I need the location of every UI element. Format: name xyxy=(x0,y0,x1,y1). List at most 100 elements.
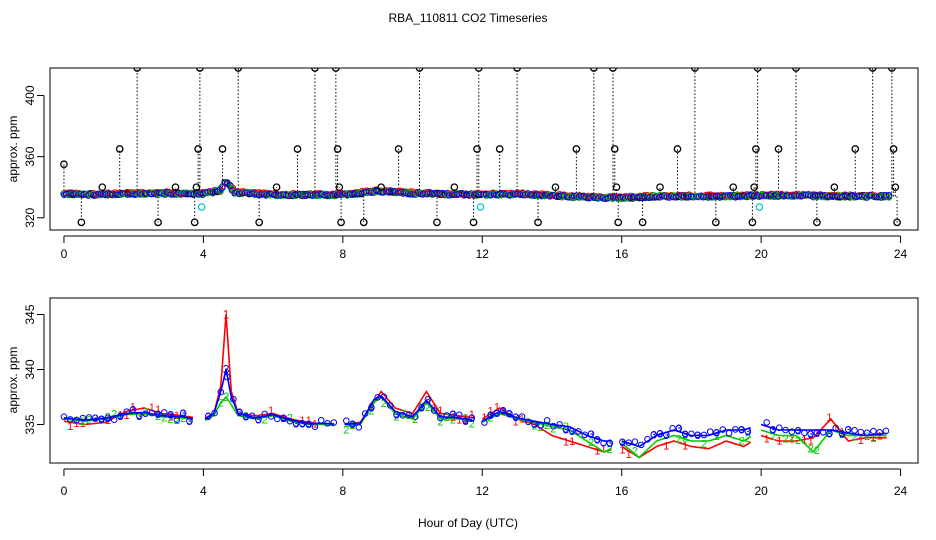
calibration-spike-marker xyxy=(495,145,504,153)
series-3-marker xyxy=(788,428,796,435)
series-3-marker xyxy=(719,426,727,433)
series-3-marker xyxy=(543,417,551,424)
baseline-marker xyxy=(648,193,656,201)
series-3-marker xyxy=(437,414,444,422)
series-3-marker xyxy=(98,415,105,423)
series-3-marker xyxy=(179,409,187,417)
calibration-spike-marker xyxy=(255,218,264,227)
calibration-spike-marker xyxy=(190,218,199,227)
series-3-label: 3 xyxy=(368,402,374,414)
plot-area xyxy=(60,68,901,227)
series-3-label: 3 xyxy=(657,428,663,440)
series-3-label: 3 xyxy=(839,429,845,441)
calibration-spike-marker xyxy=(638,218,647,227)
series-3-marker xyxy=(368,404,375,411)
series-1-label: 1 xyxy=(601,443,607,455)
series-3-marker xyxy=(455,411,463,419)
calibration-spike-marker xyxy=(77,218,86,227)
series-2-label: 2 xyxy=(676,433,682,445)
series-1-label: 1 xyxy=(663,440,669,452)
series-3-marker xyxy=(512,413,520,421)
series-3-marker xyxy=(694,431,701,439)
series-1-label: 1 xyxy=(500,406,506,418)
series-2-label: 2 xyxy=(682,432,688,444)
series-2-label: 2 xyxy=(607,444,613,456)
series-3-marker xyxy=(669,425,676,432)
series-1-label: 1 xyxy=(437,405,443,417)
series-3-marker xyxy=(851,427,858,434)
calibration-spike-marker xyxy=(98,183,107,192)
cyan-marker xyxy=(476,203,485,211)
series-3-marker xyxy=(725,429,733,437)
series-3-marker xyxy=(305,420,312,428)
series-2-label: 2 xyxy=(814,445,820,457)
series-3-label: 3 xyxy=(99,414,105,426)
calibration-spike-marker xyxy=(335,183,344,192)
series-3-marker xyxy=(625,439,632,446)
calibration-spike-marker xyxy=(609,68,617,72)
series-3-label: 3 xyxy=(293,419,299,431)
series-3-marker xyxy=(60,413,68,420)
calibration-spike-marker xyxy=(196,68,204,72)
series-1-label: 1 xyxy=(268,405,274,417)
series-2-label: 2 xyxy=(111,409,117,421)
series-3-marker xyxy=(593,436,601,443)
series-2-label: 2 xyxy=(168,414,174,426)
series-3-label: 3 xyxy=(563,424,569,436)
series-3-marker xyxy=(204,412,212,420)
series-3-label: 3 xyxy=(651,430,657,442)
series-3-marker xyxy=(280,414,287,422)
series-3-marker xyxy=(85,414,93,421)
series-3-label: 3 xyxy=(676,423,682,435)
series-1-label: 1 xyxy=(149,402,155,414)
x-tick-label: 16 xyxy=(615,247,629,261)
calibration-spike-marker xyxy=(774,145,783,153)
series-3-label: 3 xyxy=(488,410,494,422)
series-3-marker xyxy=(644,435,651,443)
series-2-label: 2 xyxy=(437,416,443,428)
x-tick-label: 4 xyxy=(200,484,207,498)
series-3-marker xyxy=(223,373,231,381)
x-tick-label: 20 xyxy=(754,247,768,261)
series-3-marker xyxy=(575,428,582,435)
series-3-label: 3 xyxy=(845,424,851,436)
calibration-spike-marker xyxy=(656,183,664,192)
series-3-marker xyxy=(468,414,476,422)
series-3-marker xyxy=(324,420,331,427)
series-3-marker xyxy=(857,428,865,436)
series-3-marker xyxy=(380,393,388,401)
calibration-spike-marker xyxy=(331,68,340,72)
x-tick-label: 24 xyxy=(894,484,908,498)
series-1-label: 1 xyxy=(858,435,864,447)
series-3-label: 3 xyxy=(682,429,688,441)
series-3-label: 3 xyxy=(419,402,425,414)
series-1-label: 1 xyxy=(155,404,161,416)
x-tick-label: 8 xyxy=(339,247,346,261)
series-3-marker xyxy=(148,409,156,417)
series-3-marker xyxy=(499,407,507,415)
series-1-label: 1 xyxy=(456,415,462,427)
series-3-marker xyxy=(110,416,118,424)
series-3-marker xyxy=(236,408,243,416)
calibration-spike-marker xyxy=(572,145,581,153)
series-2-label: 2 xyxy=(350,420,356,432)
calibration-spike-marker xyxy=(813,218,821,227)
series-3-label: 3 xyxy=(663,430,669,442)
series-3-marker xyxy=(807,430,814,438)
baseline-marker xyxy=(885,192,893,199)
series-3-label: 3 xyxy=(826,429,832,441)
y-tick-label: 360 xyxy=(23,146,37,166)
top-panel-frame xyxy=(49,67,919,231)
series-2-label: 2 xyxy=(243,411,249,423)
series-3-marker xyxy=(349,420,356,428)
series-2-peak-label: 2 xyxy=(223,390,230,404)
series-3-marker xyxy=(713,429,720,436)
series-3-label: 3 xyxy=(469,413,475,425)
series-1-label: 1 xyxy=(776,435,782,447)
series-3-marker xyxy=(506,410,513,417)
series-3-label: 3 xyxy=(462,416,468,428)
calibration-spike-marker xyxy=(192,183,201,192)
series-1-label: 1 xyxy=(80,418,86,430)
